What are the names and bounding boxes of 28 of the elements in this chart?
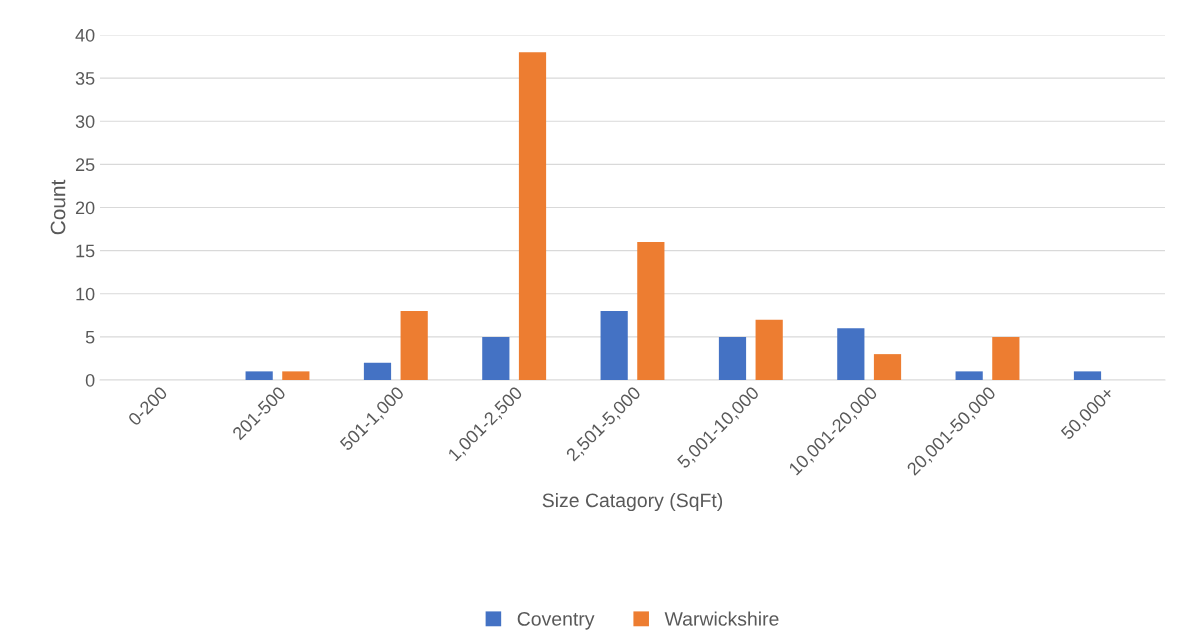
x-axis-title: Size Catagory (SqFt)	[542, 492, 723, 512]
bar	[718, 336, 747, 380]
y-tick-label: 20	[75, 201, 95, 215]
bar	[400, 311, 428, 380]
y-tick-label: 5	[85, 331, 95, 344]
y-tick-label: 35	[75, 72, 95, 85]
legend-label: Coventry	[517, 612, 595, 630]
bar	[992, 336, 1020, 380]
bar	[245, 371, 273, 380]
bar	[1073, 371, 1102, 380]
bar	[755, 319, 783, 380]
bar	[363, 362, 392, 380]
bar	[282, 371, 310, 380]
bar	[873, 354, 902, 380]
y-tick-label: 25	[75, 158, 95, 172]
bar	[518, 52, 547, 380]
y-tick-label: 15	[76, 244, 95, 258]
bar	[637, 242, 665, 380]
bar	[837, 328, 865, 380]
y-tick-label: 10	[76, 287, 95, 301]
y-tick-label: 0	[85, 373, 95, 387]
bar	[482, 336, 510, 380]
y-tick-label: 40	[75, 28, 95, 42]
y-axis-title: Count	[50, 179, 66, 235]
bar	[600, 311, 628, 380]
y-tick-label: 30	[75, 115, 95, 128]
bar	[955, 371, 983, 380]
legend-label: Warwickshire	[664, 611, 779, 626]
